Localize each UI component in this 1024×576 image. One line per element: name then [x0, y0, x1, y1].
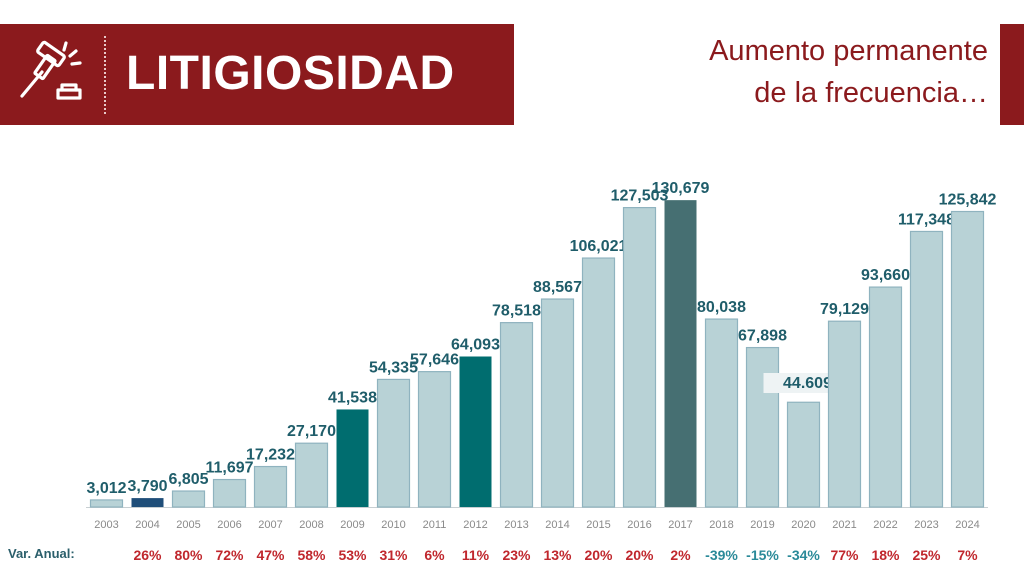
- bar-2008: [294, 442, 329, 508]
- title-banner: LITIGIOSIDAD: [0, 24, 514, 125]
- value-label-2011: 57,646: [410, 352, 459, 369]
- value-label-2016: 127,503: [611, 188, 669, 205]
- var-anual-2014: 13%: [543, 547, 572, 563]
- var-anual-2015: 20%: [584, 547, 613, 563]
- value-label-2017: 130,679: [652, 180, 710, 197]
- var-anual-2007: 47%: [256, 547, 285, 563]
- var-anual-2024: 7%: [957, 547, 978, 563]
- page-subtitle: Aumento permanente de la frecuencia…: [568, 30, 988, 114]
- year-label-2003: 2003: [94, 519, 118, 531]
- year-label-2014: 2014: [545, 519, 569, 531]
- bar-2006: [212, 478, 247, 508]
- value-label-2005: 6,805: [168, 471, 208, 488]
- value-label-2018: 80,038: [697, 299, 746, 316]
- year-label-2007: 2007: [258, 519, 282, 531]
- var-anual-2012: 11%: [462, 547, 490, 563]
- bar-2016: [622, 207, 657, 508]
- var-anual-2008: 58%: [297, 547, 326, 563]
- bar-2015: [581, 257, 616, 508]
- var-anual-2018: -39%: [705, 547, 738, 563]
- bar-2018: [704, 318, 739, 508]
- value-label-2007: 17,232: [246, 447, 295, 464]
- value-label-2003: 3,012: [86, 480, 126, 497]
- value-label-2004: 3,790: [127, 478, 167, 495]
- bar-2003: [89, 499, 124, 508]
- value-label-2008: 27,170: [287, 423, 336, 440]
- bar-2022: [868, 286, 903, 508]
- year-label-2005: 2005: [176, 519, 200, 531]
- value-label-2020: 44.609: [783, 375, 832, 392]
- bar-2017: [664, 200, 697, 507]
- year-label-2020: 2020: [791, 519, 815, 531]
- var-anual-2023: 25%: [912, 547, 941, 563]
- gavel-icon: [20, 40, 82, 100]
- var-anual-2016: 20%: [625, 547, 654, 563]
- bar-2019: [745, 346, 780, 508]
- var-anual-2009: 53%: [338, 547, 367, 563]
- var-anual-2010: 31%: [379, 547, 408, 563]
- subtitle-line-2: de la frecuencia…: [754, 77, 988, 109]
- var-anual-2022: 18%: [871, 547, 900, 563]
- accent-strip: [1000, 24, 1024, 125]
- bar-2014: [540, 298, 575, 508]
- bar-2004: [131, 498, 164, 507]
- value-label-2023: 117,348: [898, 211, 955, 228]
- value-label-2014: 88,567: [533, 279, 582, 296]
- var-anual-2011: 6%: [424, 547, 445, 563]
- var-anual-label: Var. Anual:: [8, 546, 75, 561]
- year-label-2013: 2013: [504, 519, 528, 531]
- value-label-2013: 78,518: [492, 303, 541, 320]
- value-label-2010: 54,335: [369, 359, 418, 376]
- value-label-2021: 79,129: [820, 301, 869, 318]
- year-label-2019: 2019: [750, 519, 774, 531]
- year-label-2022: 2022: [873, 519, 897, 531]
- year-label-2009: 2009: [340, 519, 364, 531]
- value-label-2024: 125,842: [939, 192, 997, 209]
- year-label-2004: 2004: [135, 519, 159, 531]
- bar-chart: 3,012 2003 3,790 2004 26% 6,805 2005 80% 11,697 2…: [86, 180, 997, 563]
- year-label-2023: 2023: [914, 519, 938, 531]
- var-anual-2005: 80%: [174, 547, 203, 563]
- bar-2013: [499, 322, 534, 508]
- var-anual-2017: 2%: [670, 547, 691, 563]
- page-title: LITIGIOSIDAD: [126, 47, 455, 100]
- value-label-2006: 11,697: [205, 460, 253, 477]
- value-label-2015: 106,021: [570, 238, 628, 255]
- var-anual-2021: 77%: [830, 547, 859, 563]
- year-label-2021: 2021: [832, 519, 856, 531]
- year-label-2006: 2006: [217, 519, 241, 531]
- value-label-2022: 93,660: [861, 267, 910, 284]
- var-anual-2004: 26%: [133, 547, 162, 563]
- bar-2023: [909, 230, 944, 508]
- bar-2020: [786, 401, 821, 508]
- value-label-2019: 67,898: [738, 328, 787, 345]
- year-label-2015: 2015: [586, 519, 610, 531]
- bar-2011: [417, 371, 452, 508]
- year-label-2017: 2017: [668, 519, 692, 531]
- year-label-2008: 2008: [299, 519, 323, 531]
- year-label-2024: 2024: [955, 519, 979, 531]
- bar-2005: [171, 490, 206, 508]
- subtitle-line-1: Aumento permanente: [709, 35, 988, 67]
- var-anual-2013: 23%: [502, 547, 531, 563]
- value-label-2012: 64,093: [451, 337, 500, 354]
- year-label-2012: 2012: [463, 519, 487, 531]
- bar-2010: [376, 378, 411, 508]
- banner-divider: [104, 36, 106, 114]
- bar-2024: [950, 210, 985, 508]
- bar-2009: [336, 409, 369, 507]
- bar-2007: [253, 465, 288, 508]
- year-label-2018: 2018: [709, 519, 733, 531]
- year-label-2011: 2011: [423, 519, 447, 531]
- var-anual-2006: 72%: [215, 547, 244, 563]
- value-label-2009: 41,538: [328, 389, 377, 406]
- bar-2012: [459, 356, 492, 507]
- year-label-2016: 2016: [627, 519, 651, 531]
- var-anual-2019: -15%: [746, 547, 779, 563]
- bar-2021: [827, 320, 862, 508]
- year-label-2010: 2010: [381, 519, 405, 531]
- var-anual-2020: -34%: [787, 547, 820, 563]
